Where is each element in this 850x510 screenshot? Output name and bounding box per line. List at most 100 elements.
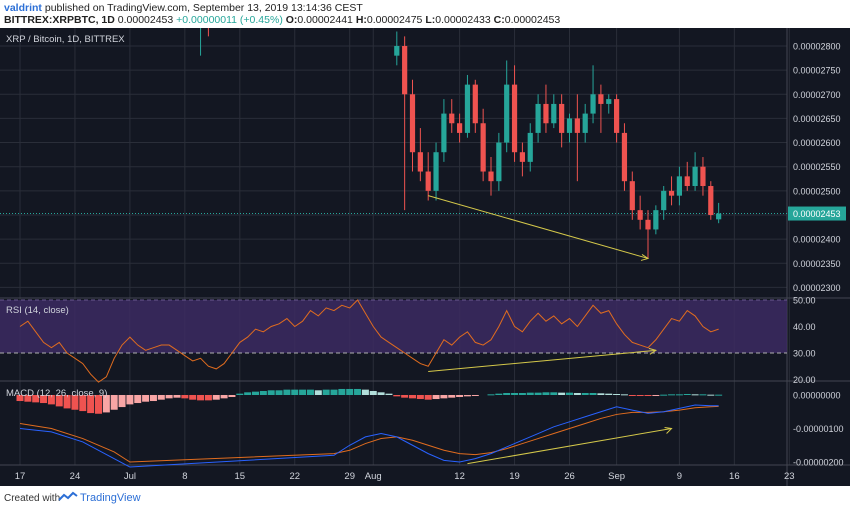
close-value: 0.00002453 — [504, 14, 561, 26]
candle-body — [457, 123, 463, 133]
macd-line — [19, 404, 719, 468]
candle-body — [582, 113, 588, 133]
macd-histogram-bar — [142, 395, 150, 402]
macd-histogram-bar — [440, 395, 448, 399]
candle-body — [488, 171, 494, 182]
candle-body — [653, 210, 659, 230]
candle-body — [566, 118, 573, 133]
price-change: +0.00000011 (+0.45%) — [176, 14, 283, 26]
created-with-text: Created with — [4, 493, 61, 504]
macd-histogram-bar — [715, 394, 723, 396]
candle-body — [464, 84, 471, 133]
macd-histogram-bar — [267, 390, 275, 395]
macd-histogram-bar — [542, 392, 550, 395]
macd-histogram-bar — [306, 389, 314, 395]
candle-body — [676, 176, 682, 196]
macd-histogram-bar — [354, 388, 362, 395]
macd-histogram-bar — [613, 393, 621, 395]
macd-histogram-bar — [401, 395, 409, 398]
candle-body — [692, 166, 698, 187]
price-axis-label: 0.00002350 — [793, 259, 841, 269]
tradingview-logo-icon — [58, 491, 78, 501]
macd-histogram-bar — [299, 389, 307, 395]
macd-histogram-bar — [47, 395, 55, 405]
macd-histogram-bar — [660, 394, 668, 396]
price-axis-label: 0.00002550 — [793, 162, 841, 172]
macd-histogram-bar — [181, 395, 189, 399]
macd-histogram-bar — [220, 395, 228, 399]
candle-body — [621, 132, 628, 182]
macd-histogram-bar — [636, 395, 644, 397]
tradingview-brand[interactable]: TradingView — [80, 492, 141, 504]
candle-body — [543, 103, 549, 124]
macd-histogram-bar — [259, 390, 267, 395]
candle-body — [480, 123, 486, 172]
macd-axis-label: -0.00000200 — [793, 458, 844, 468]
candle-body — [527, 132, 533, 162]
macd-histogram-bar — [369, 390, 377, 395]
macd-histogram-bar — [87, 395, 95, 414]
low-label: L: — [425, 14, 436, 26]
macd-histogram-bar — [228, 395, 236, 398]
rsi-divergence-trendline — [428, 349, 656, 373]
candle-body — [668, 190, 675, 196]
macd-histogram-bar — [71, 395, 79, 410]
candle-body — [590, 94, 596, 114]
candle-body — [684, 176, 690, 187]
macd-histogram-bar — [314, 390, 322, 395]
macd-histogram-bar — [487, 394, 495, 396]
macd-histogram-bar — [668, 394, 676, 396]
rsi-axis-label: 50.00 — [793, 296, 816, 306]
macd-pane-title: MACD (12, 26, close, 9) — [6, 388, 107, 399]
macd-histogram-bar — [149, 395, 157, 402]
macd-histogram-bar — [424, 395, 432, 400]
macd-histogram-bar — [675, 394, 683, 396]
macd-histogram-bar — [628, 395, 636, 396]
macd-histogram-bar — [102, 395, 110, 413]
time-axis-label: 26 — [564, 471, 575, 482]
macd-histogram-bar — [283, 389, 291, 395]
macd-histogram-bar — [550, 392, 558, 395]
footer: Created with TradingView — [0, 486, 850, 510]
price-axis-label: 0.00002650 — [793, 114, 841, 124]
macd-histogram-bar — [322, 389, 330, 395]
macd-histogram-bar — [361, 389, 369, 395]
candle-body — [511, 84, 518, 153]
candle-body — [409, 94, 416, 153]
macd-histogram-bar — [16, 395, 24, 402]
author-name[interactable]: valdrint — [4, 2, 42, 14]
candle-body — [449, 113, 455, 124]
time-axis-label: 16 — [729, 471, 740, 482]
chart-canvas[interactable]: XRP / Bitcoin, 1D, BITTREX 0.00002800 0.00… — [0, 28, 850, 486]
candle-body — [637, 210, 643, 220]
macd-histogram-bar — [620, 394, 628, 396]
macd-histogram-bar — [581, 392, 589, 395]
candle-body — [598, 94, 604, 104]
candle-body — [535, 103, 541, 133]
time-axis-label: Aug — [365, 471, 382, 482]
macd-histogram-bar — [566, 392, 573, 395]
candle-body — [645, 219, 651, 230]
price-axis-label: 0.00002800 — [793, 42, 841, 52]
price-axis-label: 0.00002400 — [793, 235, 841, 245]
candle-body — [574, 118, 580, 133]
macd-divergence-trendline — [467, 428, 672, 465]
candle-body — [394, 46, 400, 56]
candle-body — [551, 103, 557, 124]
macd-histogram-bar — [252, 391, 259, 395]
time-axis-label: 15 — [235, 471, 246, 482]
chart-area[interactable]: XRP / Bitcoin, 1D, BITTREX 0.00002800 0.00… — [0, 28, 850, 486]
candle-body — [496, 142, 502, 182]
macd-histogram-bar — [55, 395, 63, 407]
rsi-trendline-arrowhead — [648, 347, 658, 355]
macd-histogram-bar — [197, 395, 205, 401]
price-axis-label: 0.00002600 — [793, 138, 841, 148]
time-axis-label: 29 — [344, 471, 355, 482]
candle-body — [433, 152, 439, 191]
macd-histogram-bar — [110, 395, 118, 410]
open-value: 0.00002441 — [297, 14, 353, 26]
macd-histogram-bar — [409, 395, 416, 399]
candle-body — [614, 99, 620, 133]
macd-histogram-bar — [503, 392, 511, 395]
macd-histogram-bar — [589, 392, 597, 395]
